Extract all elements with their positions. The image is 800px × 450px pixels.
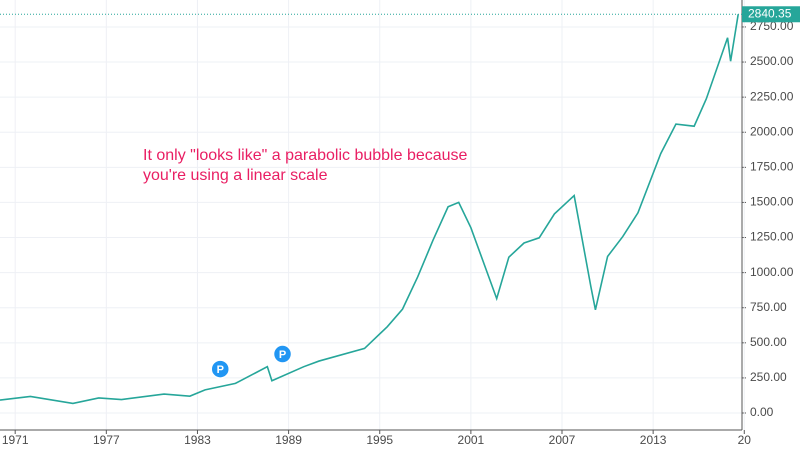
x-tick-label: 20 bbox=[738, 433, 752, 447]
annotation: you're using a linear scale bbox=[143, 167, 328, 184]
y-tick-label: 2000.00 bbox=[750, 124, 794, 138]
x-tick-label: 1983 bbox=[184, 433, 211, 447]
y-tick-label: 1750.00 bbox=[750, 160, 794, 174]
y-tick-label: 500.00 bbox=[750, 335, 787, 349]
y-tick-label: 2750.00 bbox=[750, 19, 794, 33]
last-price-box bbox=[742, 6, 800, 23]
x-tick-label: 2001 bbox=[458, 433, 485, 447]
y-tick-label: 2500.00 bbox=[750, 54, 794, 68]
y-tick-label: 250.00 bbox=[750, 370, 787, 384]
x-tick-label: 1971 bbox=[2, 433, 29, 447]
event-marker bbox=[272, 344, 293, 364]
event-marker bbox=[210, 359, 230, 379]
y-tick-label: 1000.00 bbox=[750, 265, 794, 279]
event-marker-label: P bbox=[279, 349, 286, 361]
x-tick-label: 1977 bbox=[93, 433, 120, 447]
y-tick-label: 0.00 bbox=[750, 405, 774, 419]
last-price-label: 2840.35 bbox=[748, 6, 792, 20]
x-tick-label: 1995 bbox=[366, 433, 393, 447]
annotation: It only "looks like" a parabolic bubble … bbox=[143, 147, 468, 164]
y-tick-label: 750.00 bbox=[750, 300, 787, 314]
y-tick-label: 2250.00 bbox=[750, 89, 794, 103]
event-marker-label: P bbox=[217, 364, 224, 376]
price-line bbox=[0, 14, 739, 405]
y-tick-label: 1250.00 bbox=[750, 230, 794, 244]
y-tick-label: 1500.00 bbox=[750, 195, 794, 209]
x-tick-label: 1989 bbox=[275, 433, 302, 447]
x-tick-label: 2007 bbox=[549, 433, 576, 447]
x-tick-label: 2013 bbox=[640, 433, 667, 447]
